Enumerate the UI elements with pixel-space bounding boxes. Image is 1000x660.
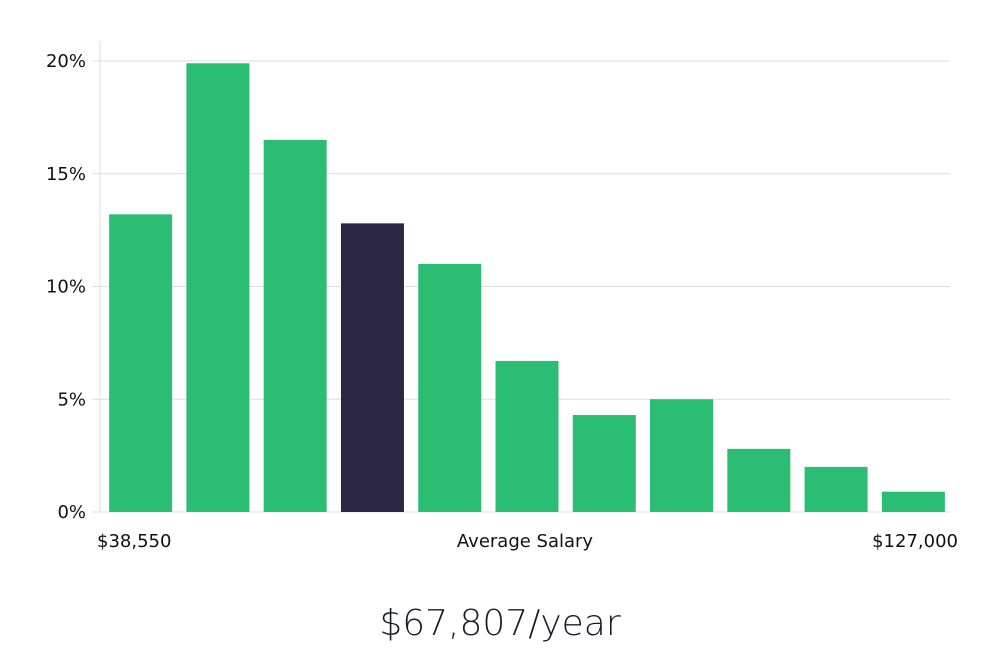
x-axis-title: Average Salary [457, 531, 594, 552]
bar [881, 491, 945, 512]
x-axis-max-label: $127,000 [872, 531, 958, 552]
bar [650, 399, 714, 512]
y-tick-label: 10% [46, 277, 86, 298]
bar [804, 466, 868, 512]
y-tick-label: 15% [46, 164, 86, 185]
y-tick-label: 5% [57, 389, 86, 410]
bar [727, 448, 791, 512]
bar [418, 263, 482, 512]
y-tick-label: 0% [57, 502, 86, 523]
bar [109, 214, 173, 512]
bar [186, 63, 250, 512]
bar [495, 360, 559, 512]
bar [263, 139, 327, 513]
y-axis-ticks: 0% 5% 10% 15% 20% [46, 51, 86, 523]
bar-highlighted [340, 223, 404, 513]
y-tick-label: 20% [46, 51, 86, 72]
average-salary-value: $67,807/year [379, 603, 621, 644]
x-axis-min-label: $38,550 [97, 531, 171, 552]
bar [572, 415, 636, 512]
bars [109, 63, 945, 513]
